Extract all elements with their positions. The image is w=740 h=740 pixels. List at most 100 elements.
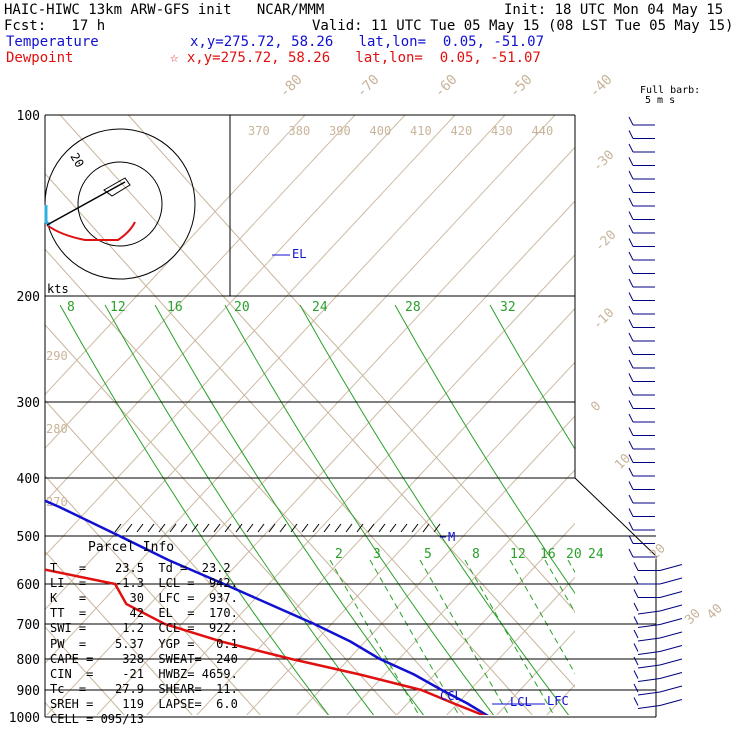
wind-barb-flag (628, 224, 634, 234)
hodo-trace-start (44, 205, 51, 227)
parcel-info-row: CELL = 095/13 (50, 712, 144, 726)
hatch-mark (389, 523, 397, 533)
mixing-ratio-lower-label: 5 (424, 547, 432, 562)
parcel-info-row: CAPE = 328 SWEAT= 240 (50, 651, 238, 666)
wind-barb-flag (628, 143, 634, 153)
hodo-trace (46, 221, 136, 241)
wind-barb-feather (659, 618, 683, 625)
marker-label-m: M (448, 530, 455, 544)
marker-label-lcl: LCL (510, 695, 532, 709)
wind-barb-flag (628, 535, 634, 544)
wind-barb-flag (628, 548, 634, 558)
wind-barb-feather (659, 591, 683, 598)
wind-barb-flag (633, 589, 639, 598)
mixing-ratio-dashed (419, 559, 510, 715)
hatch-mark (312, 523, 320, 533)
marker-label-lfc: LFC (547, 694, 569, 708)
adiabat-line (246, 361, 575, 715)
marker-label-el: EL (292, 247, 306, 261)
wind-barb-staff (637, 691, 661, 696)
wind-barb-flag (628, 440, 634, 450)
mixing-ratio-dashed (509, 559, 575, 675)
adiabat-line (446, 576, 575, 715)
mixing-ratio-line (59, 304, 330, 715)
storm-motion-arrow (103, 177, 131, 197)
hatch-mark (180, 523, 188, 533)
right-temp-label: 20 (647, 541, 669, 563)
mixing-ratio-line (224, 304, 495, 715)
top-temp-label: -80 (277, 72, 306, 101)
wind-barb-flag (628, 157, 634, 166)
pressure-label: 400 (17, 472, 40, 487)
parcel-info-row: T = 23.5 Td = 23.2 (50, 561, 231, 575)
hatch-mark (301, 523, 309, 533)
mixing-ratio-lower-label: 3 (373, 547, 381, 562)
hatch-mark (323, 523, 331, 533)
wind-barb-staff (637, 610, 661, 615)
model-title: HAIC-HIWC 13km ARW-GFS init NCAR/MMM (4, 2, 325, 18)
wind-barb-flag (628, 265, 634, 274)
sounding-traces (45, 499, 489, 715)
isotherm-grid (45, 115, 575, 715)
storm-motion-vector (46, 181, 126, 226)
mixing-ratio-lower-label: 2 (335, 547, 343, 562)
adiabat-line (45, 115, 306, 396)
wind-barb-flag (633, 616, 639, 625)
pressure-label: 200 (17, 290, 40, 305)
pressure-label: 300 (17, 396, 40, 411)
left-theta-label: 290 (46, 349, 68, 363)
hatch-mark (257, 523, 265, 533)
wind-barb-flag (628, 346, 634, 355)
mixing-ratio-grid (59, 304, 575, 715)
wind-barb-flag (628, 319, 634, 328)
adiabat-line (496, 630, 575, 715)
adiabat-line (45, 115, 456, 557)
dewpoint-legend: Dewpoint (6, 50, 74, 66)
mixing-ratio-label: 28 (405, 300, 421, 315)
adiabat-line (396, 522, 575, 715)
parcel-info-row: SWI = 1.2 CCL = 922. (50, 621, 238, 636)
wind-barb-flag (628, 305, 634, 315)
hatch-mark (136, 523, 144, 533)
theta-label: 370 (248, 124, 270, 138)
dewpoint-location: ☆ x,y=275.72, 58.26 lat,lon= 0.05, -51.0… (170, 50, 541, 66)
mixing-ratio-dashed (464, 559, 555, 715)
wind-barb-feather (659, 645, 683, 652)
adiabat-line (196, 307, 575, 715)
wind-barb-flag (633, 562, 639, 571)
wind-barb-flag (633, 683, 639, 693)
parcel-info-row: LI = -1.3 LCL = 942. (50, 576, 238, 591)
wind-barb-feather (659, 658, 683, 666)
hatch-mark (224, 523, 232, 533)
pressure-label: 100 (17, 109, 40, 124)
theta-label: 390 (329, 124, 351, 138)
wind-barb-flag (628, 413, 634, 423)
level-markers: EL M CCL LCL LFC (272, 247, 569, 709)
wind-barb-flag (633, 656, 639, 666)
right-temp-label: 10 (612, 451, 634, 473)
mixing-ratio-line (299, 304, 570, 715)
isotherm-line (45, 324, 397, 715)
wind-barb-flag (628, 359, 634, 369)
wind-barb-feather (659, 672, 683, 679)
wind-barb-flag (628, 521, 634, 531)
hatch-mark (422, 523, 430, 533)
wind-barb-flag (628, 386, 634, 396)
wind-barb-flag (628, 454, 634, 463)
mixing-ratio-label: 12 (110, 300, 126, 315)
hatch-mark (334, 523, 342, 533)
wind-barb-flag (628, 373, 634, 382)
pressure-label: 800 (17, 653, 40, 668)
wind-barb-staff (637, 705, 661, 709)
mixing-ratio-lower-label: 8 (472, 547, 480, 562)
hodo-ring-inner (77, 161, 163, 247)
hodo-ring-label: 20 (67, 151, 86, 171)
parcel-info-row: TT = 42 EL = 170. (50, 606, 238, 621)
wind-barb-flag (633, 602, 639, 612)
hatch-mark (158, 523, 166, 533)
mixing-ratio-line (104, 304, 375, 715)
isotherm-line (127, 115, 575, 613)
wind-barb-flag (628, 481, 634, 490)
hatch-mark (345, 523, 353, 533)
isotherm-line (45, 550, 193, 715)
